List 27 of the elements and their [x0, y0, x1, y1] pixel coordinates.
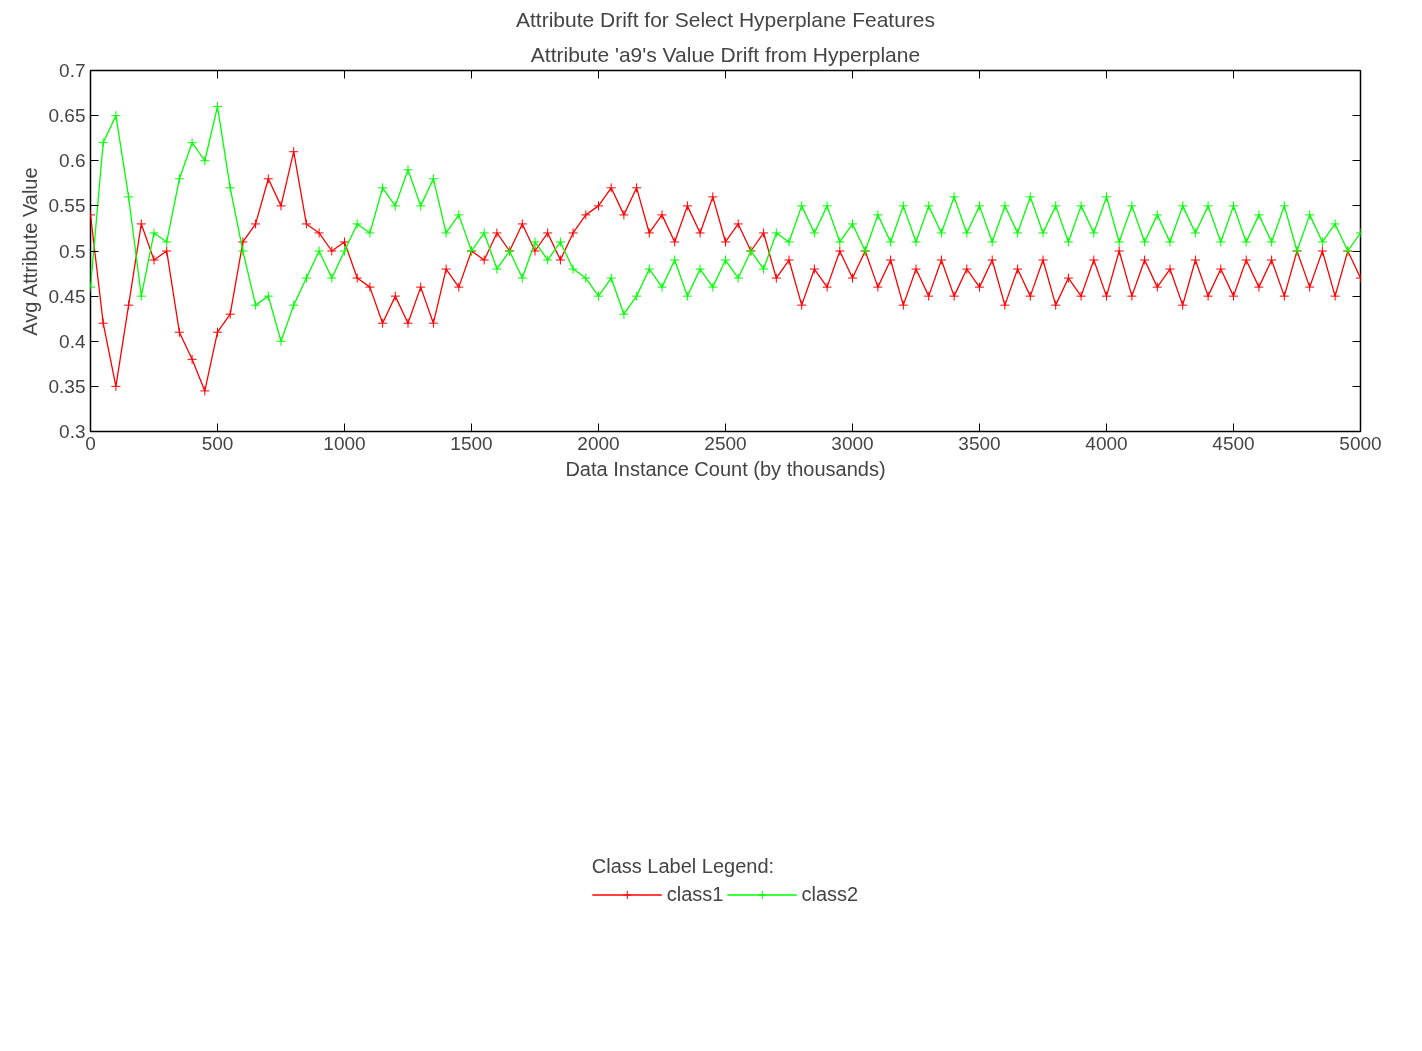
legend-title: Class Label Legend: — [591, 854, 776, 878]
x-tick-label: 1000 — [323, 432, 366, 454]
legend-label: class2 — [801, 882, 859, 906]
y-tick-label: 0.5 — [59, 240, 86, 262]
chart-title: Attribute Drift for Select Hyperplane Features — [515, 7, 936, 31]
chart-subtitle: Attribute 'a9's Value Drift from Hyperplane — [530, 42, 921, 66]
y-tick-label: 0.35 — [48, 375, 86, 397]
y-tick-label: 0.3 — [59, 421, 86, 442]
y-tick-label: 0.7 — [59, 60, 86, 81]
y-axis-title: Avg Attribute Value — [18, 167, 41, 336]
legend-label: class1 — [666, 882, 724, 906]
y-tick-label: 0.65 — [48, 105, 86, 127]
x-tick-label: 1500 — [450, 432, 493, 454]
y-tick-label: 0.55 — [48, 195, 86, 217]
x-tick-label: 0 — [85, 432, 96, 454]
y-tick-label: 0.4 — [59, 330, 86, 352]
x-tick-label: 4000 — [1085, 432, 1128, 454]
x-tick-label: 3500 — [958, 432, 1001, 454]
y-tick-label: 0.45 — [48, 285, 86, 307]
y-tick-label: 0.6 — [59, 150, 86, 172]
x-tick-label: 2500 — [704, 432, 747, 454]
x-tick-label: 3000 — [831, 432, 874, 454]
x-tick-label: 500 — [201, 432, 234, 454]
x-tick-label: 5000 — [1339, 432, 1382, 454]
x-tick-label: 4500 — [1212, 432, 1255, 454]
x-axis-title: Data Instance Count (by thousands) — [565, 457, 886, 480]
x-tick-label: 2000 — [577, 432, 620, 454]
